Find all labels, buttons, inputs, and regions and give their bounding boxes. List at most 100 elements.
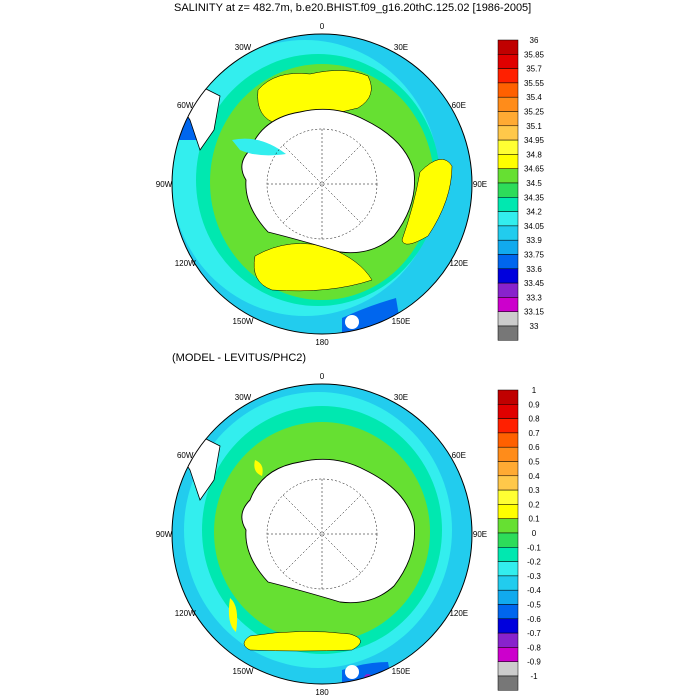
longitude-label: 60W <box>177 101 194 110</box>
colorbar-swatch <box>497 197 519 212</box>
colorbar-level-label: 34.5 <box>526 179 542 188</box>
colorbar-swatch <box>497 297 519 312</box>
positive-anomaly-southeast-pacific <box>228 598 238 632</box>
colorbar-swatch <box>497 39 519 55</box>
map-boundary-circle <box>171 33 473 335</box>
colorbar-swatch <box>497 675 519 691</box>
graticule <box>266 128 378 240</box>
colorbar-level-label: 33 <box>530 322 539 331</box>
high-salinity-indian <box>401 159 453 245</box>
longitude-label: 0 <box>320 372 325 381</box>
longitude-label: 0 <box>320 22 325 31</box>
positive-anomaly-pacific <box>243 631 361 652</box>
colorbar-swatch <box>497 182 519 198</box>
colorbar-level-label: -0.9 <box>527 658 541 667</box>
longitude-label: 90W <box>156 180 173 189</box>
longitude-label: 120E <box>449 259 468 268</box>
salinity-polar-map: 0 30E 60E 90E 120E 150E 180 150W 120W 90W 60W 30W 3… <box>156 22 545 347</box>
colorbar-swatch <box>497 282 519 298</box>
colorbar-swatch <box>497 632 519 648</box>
longitude-label: 180 <box>315 688 329 697</box>
colorbar-level-label: 34.35 <box>524 193 545 202</box>
colorbar-salinity: 36 35.85 35.7 35.55 35.4 35.25 35.1 34.95 34.8 34… <box>497 36 545 341</box>
colorbar-swatch <box>497 311 519 327</box>
positive-anomaly-atlantic <box>254 460 263 476</box>
colorbar-swatch <box>497 418 519 434</box>
colorbar-swatch <box>497 96 519 112</box>
longitude-label: 90E <box>473 530 487 539</box>
colorbar-level-label: 0.7 <box>528 429 540 438</box>
colorbar-level-label: 34.8 <box>526 150 542 159</box>
colorbar-level-label: -0.5 <box>527 601 541 610</box>
colorbar-level-label: 33.9 <box>526 236 542 245</box>
colorbar-swatch <box>497 111 519 127</box>
colorbar-level-label: 0.5 <box>528 458 540 467</box>
colorbar-swatch <box>497 618 519 634</box>
colorbar-swatch <box>497 561 519 577</box>
longitude-label: 90W <box>156 530 173 539</box>
colorbar-swatch <box>497 254 519 270</box>
colorbar-swatch <box>497 504 519 519</box>
colorbar-level-label: 33.75 <box>524 251 545 260</box>
colorbar-level-label: 0.3 <box>528 486 540 495</box>
colorbar-swatch <box>497 461 519 477</box>
colorbar-level-label: 35.85 <box>524 50 545 59</box>
colorbar-level-label: 0.8 <box>528 415 540 424</box>
colorbar-swatch <box>497 404 519 419</box>
colorbar-swatch <box>497 489 519 505</box>
high-salinity-pacific <box>253 243 373 292</box>
longitude-label: 30W <box>235 43 252 52</box>
colorbar-level-label: -0.2 <box>527 558 541 567</box>
graticule-lower <box>266 478 378 590</box>
longitude-label: 150E <box>392 317 411 326</box>
colorbar-level-label: -0.1 <box>527 543 541 552</box>
colorbar-swatch <box>497 604 519 620</box>
colorbar-level-label: 35.55 <box>524 79 545 88</box>
longitude-label: 120W <box>175 609 196 618</box>
colorbar-swatch <box>497 168 519 184</box>
longitude-label: 150W <box>233 317 254 326</box>
colorbar-level-label: 0.1 <box>528 515 540 524</box>
colorbar-level-label: 35.1 <box>526 122 542 131</box>
colorbar-level-label: -0.4 <box>527 586 541 595</box>
colorbar-difference: 1 0.9 0.8 0.7 0.6 0.5 0.4 0.3 0.2 0.1 0 -0.1 -0.2 -0.… <box>497 386 541 691</box>
longitude-label: 30E <box>394 43 408 52</box>
longitude-label: 150W <box>233 667 254 676</box>
map-boundary-circle-lower <box>171 383 473 685</box>
colorbar-swatch <box>497 268 519 284</box>
colorbar-swatch <box>497 475 519 491</box>
longitude-label: 120E <box>449 609 468 618</box>
colorbar-swatch <box>497 154 519 169</box>
colorbar-level-label: 33.6 <box>526 265 542 274</box>
colorbar-level-label: -1 <box>530 672 538 681</box>
colorbar-level-label: -0.6 <box>527 615 541 624</box>
colorbar-level-label: -0.3 <box>527 572 541 581</box>
colorbar-swatch <box>497 661 519 677</box>
colorbar-swatch <box>497 518 519 534</box>
colorbar-level-label: -0.7 <box>527 629 541 638</box>
longitude-label: 150E <box>392 667 411 676</box>
antarctica-land <box>241 108 415 254</box>
colorbar-swatch <box>497 68 519 84</box>
colorbar-level-label: 35.7 <box>526 65 542 74</box>
colorbar-swatch <box>497 446 519 462</box>
colorbar-swatch <box>497 547 519 562</box>
colorbar-level-label: 34.2 <box>526 208 542 217</box>
colorbar-level-label: 33.15 <box>524 308 545 317</box>
difference-polar-map: 0 30E 60E 90E 120E 150E 180 150W 120W 90W 60W 30W 1… <box>156 372 542 697</box>
colorbar-swatch <box>497 239 519 255</box>
map-title-difference: (MODEL - LEVITUS/PHC2) <box>172 352 307 364</box>
new-zealand-land-lower <box>345 665 359 679</box>
longitude-label: 90E <box>473 180 487 189</box>
colorbar-level-label: 36 <box>530 36 539 45</box>
colorbar-swatch <box>497 325 519 341</box>
colorbar-level-label: 0.6 <box>528 443 540 452</box>
map-title-salinity: SALINITY at z= 482.7m, b.e20.BHIST.f09_g… <box>174 2 532 14</box>
colorbar-level-label: 34.65 <box>524 165 545 174</box>
colorbar-level-label: 0 <box>532 529 537 538</box>
new-zealand-land <box>345 315 359 329</box>
colorbar-swatch <box>497 589 519 605</box>
colorbar-level-label: 35.4 <box>526 93 542 102</box>
colorbar-level-label: 33.3 <box>526 293 542 302</box>
longitude-label: 180 <box>315 338 329 347</box>
